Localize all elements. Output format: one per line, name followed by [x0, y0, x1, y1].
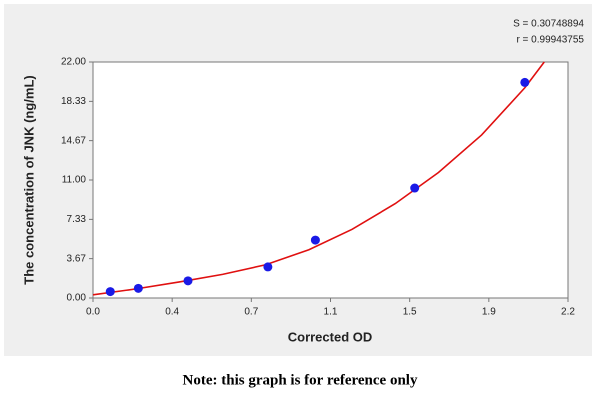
fit-curve [92, 61, 545, 296]
y-tick-label: 22.00 [61, 57, 86, 68]
y-tick-label: 0.00 [67, 293, 87, 304]
data-point [105, 287, 115, 297]
data-point [263, 262, 273, 272]
y-tick-label: 18.33 [61, 96, 86, 107]
x-axis-label: Corrected OD [288, 329, 373, 344]
data-point [310, 235, 320, 245]
y-tick-label: 11.00 [62, 175, 87, 186]
x-tick-label: 1.9 [482, 307, 496, 318]
data-point [520, 77, 530, 87]
y-tick-label: 14.67 [61, 135, 86, 146]
data-point [410, 183, 420, 193]
annotation: S = 0.30748894 [513, 19, 584, 30]
x-tick-label: 2.2 [561, 307, 575, 318]
y-tick-label: 3.67 [67, 253, 87, 264]
plot-area [92, 61, 569, 299]
x-tick-label: 0.4 [165, 307, 179, 318]
y-axis-label: The concentration of JNK (ng/mL) [21, 75, 36, 284]
data-point [183, 276, 193, 286]
x-tick-label: 0.0 [86, 307, 100, 318]
x-tick-label: 1.1 [324, 307, 338, 318]
annotation: r = 0.99943755 [516, 35, 584, 46]
caption: Note: this graph is for reference only [183, 372, 418, 388]
x-tick-label: 0.7 [244, 307, 258, 318]
data-point [133, 283, 143, 293]
y-tick-label: 7.33 [67, 214, 87, 225]
x-tick-label: 1.5 [403, 307, 417, 318]
